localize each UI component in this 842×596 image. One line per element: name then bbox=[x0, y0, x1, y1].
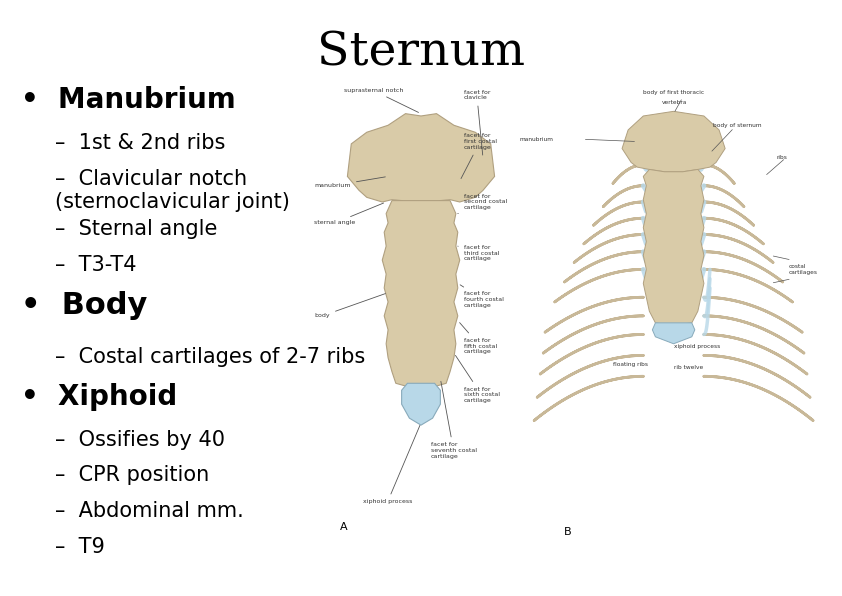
Text: –  Ossifies by 40: – Ossifies by 40 bbox=[55, 430, 225, 450]
Text: vertebra: vertebra bbox=[662, 100, 687, 105]
Text: –  Clavicular notch
(sternoclavicular joint): – Clavicular notch (sternoclavicular joi… bbox=[55, 169, 290, 212]
Text: xiphoid process: xiphoid process bbox=[674, 344, 720, 349]
Polygon shape bbox=[402, 383, 440, 425]
Text: Sternum: Sternum bbox=[317, 30, 525, 75]
Text: xiphoid process: xiphoid process bbox=[363, 426, 420, 504]
Text: –  Costal cartilages of 2-7 ribs: – Costal cartilages of 2-7 ribs bbox=[55, 347, 365, 368]
Text: facet for
second costal
cartilage: facet for second costal cartilage bbox=[458, 194, 507, 213]
Text: –  Sternal angle: – Sternal angle bbox=[55, 219, 217, 240]
Text: facet for
fifth costal
cartilage: facet for fifth costal cartilage bbox=[460, 322, 497, 355]
Text: facet for
clavicle: facet for clavicle bbox=[464, 89, 490, 155]
Text: manubrium: manubrium bbox=[519, 136, 553, 142]
Text: –  Abdominal mm.: – Abdominal mm. bbox=[55, 501, 243, 522]
Polygon shape bbox=[622, 111, 725, 172]
Text: –  T3-T4: – T3-T4 bbox=[55, 255, 136, 275]
Text: –  CPR position: – CPR position bbox=[55, 465, 209, 486]
Text: body of first thoracic: body of first thoracic bbox=[643, 91, 705, 95]
Text: suprasternal notch: suprasternal notch bbox=[344, 88, 418, 113]
Text: facet for
fourth costal
cartilage: facet for fourth costal cartilage bbox=[460, 285, 504, 308]
Text: B: B bbox=[563, 527, 572, 536]
Text: body of sternum: body of sternum bbox=[713, 123, 762, 128]
Polygon shape bbox=[348, 114, 494, 205]
Polygon shape bbox=[643, 169, 704, 325]
Text: body: body bbox=[315, 294, 386, 318]
Polygon shape bbox=[653, 323, 695, 344]
Polygon shape bbox=[382, 201, 460, 388]
Text: ribs: ribs bbox=[776, 156, 787, 160]
Text: costal
cartilages: costal cartilages bbox=[789, 264, 818, 275]
Text: facet for
third costal
cartilage: facet for third costal cartilage bbox=[458, 245, 499, 262]
Text: manubrium: manubrium bbox=[315, 177, 386, 188]
Text: sternal angle: sternal angle bbox=[315, 203, 384, 225]
Text: facet for
first costal
cartilage: facet for first costal cartilage bbox=[461, 134, 497, 179]
Text: facet for
seventh costal
cartilage: facet for seventh costal cartilage bbox=[431, 381, 477, 459]
Text: facet for
sixth costal
cartilage: facet for sixth costal cartilage bbox=[456, 355, 499, 403]
Text: •  Manubrium: • Manubrium bbox=[21, 86, 236, 114]
Text: •  Xiphoid: • Xiphoid bbox=[21, 383, 178, 411]
Text: floating ribs: floating ribs bbox=[613, 362, 648, 367]
Text: A: A bbox=[339, 522, 348, 532]
Text: rib twelve: rib twelve bbox=[674, 365, 703, 370]
Text: •  Body: • Body bbox=[21, 291, 147, 320]
Text: –  1st & 2nd ribs: – 1st & 2nd ribs bbox=[55, 133, 225, 153]
Text: –  T9: – T9 bbox=[55, 537, 104, 557]
